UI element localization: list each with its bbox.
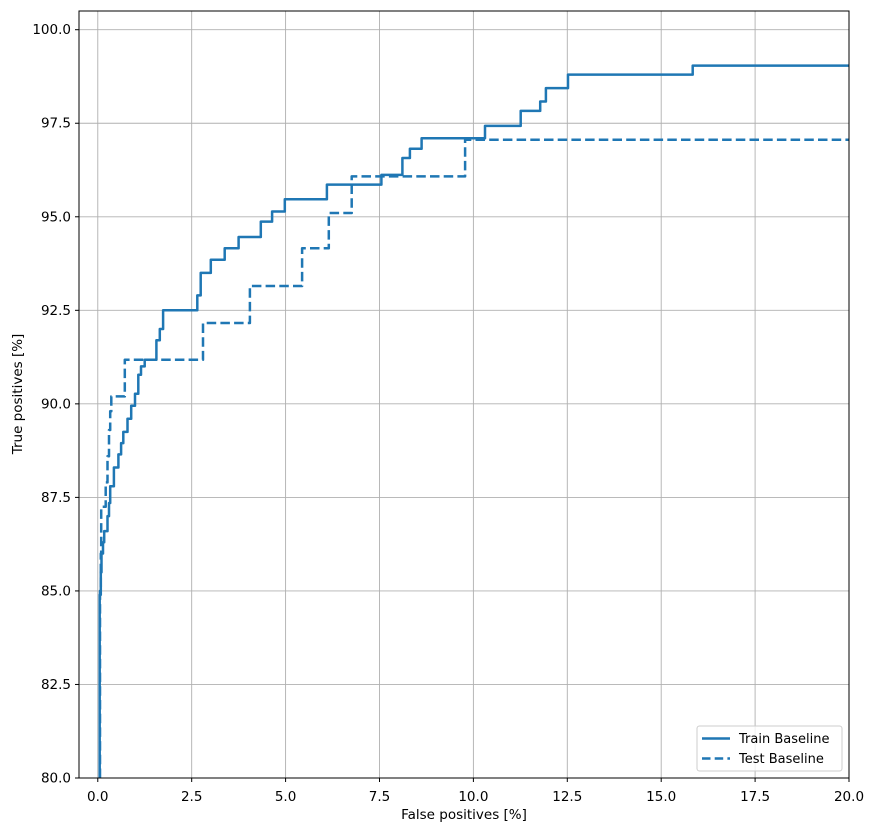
- y-tick-label: 82.5: [41, 677, 71, 693]
- x-tick-label: 5.0: [275, 789, 296, 805]
- x-tick-label: 20.0: [834, 789, 864, 805]
- series-train-baseline: [98, 64, 849, 778]
- data-series: [98, 64, 849, 778]
- legend-label-test: Test Baseline: [738, 752, 824, 767]
- x-tick-label: 7.5: [369, 789, 390, 805]
- y-tick-label: 85.0: [41, 583, 71, 599]
- y-tick-label: 95.0: [41, 209, 71, 225]
- x-tick-label: 0.0: [87, 789, 108, 805]
- y-tick-label: 87.5: [41, 490, 71, 506]
- y-tick-label: 80.0: [41, 771, 71, 787]
- x-tick-label: 12.5: [552, 789, 582, 805]
- tick-marks: [75, 29, 850, 782]
- series-test-baseline: [98, 138, 849, 778]
- plot-frame: [78, 10, 850, 779]
- y-tick-label: 100.0: [32, 22, 71, 38]
- legend-box: [696, 725, 843, 772]
- y-axis-label: True positives [%]: [10, 334, 26, 456]
- y-tick-label: 97.5: [41, 116, 71, 132]
- x-axis-label: False positives [%]: [401, 807, 527, 823]
- legend-label-train: Train Baseline: [738, 732, 829, 747]
- y-tick-label: 92.5: [41, 303, 71, 319]
- x-tick-label: 2.5: [181, 789, 202, 805]
- x-tick-label: 10.0: [458, 789, 488, 805]
- y-tick-label: 90.0: [41, 396, 71, 412]
- legend: Train Baseline Test Baseline: [696, 725, 843, 772]
- x-tick-label: 15.0: [646, 789, 676, 805]
- tick-labels: 0.0 2.5 5.0 7.5 10.0 12.5 15.0 17.5 20.0 80.0 82.5…: [32, 22, 864, 805]
- x-tick-label: 17.5: [740, 789, 770, 805]
- grid-lines: [79, 11, 850, 779]
